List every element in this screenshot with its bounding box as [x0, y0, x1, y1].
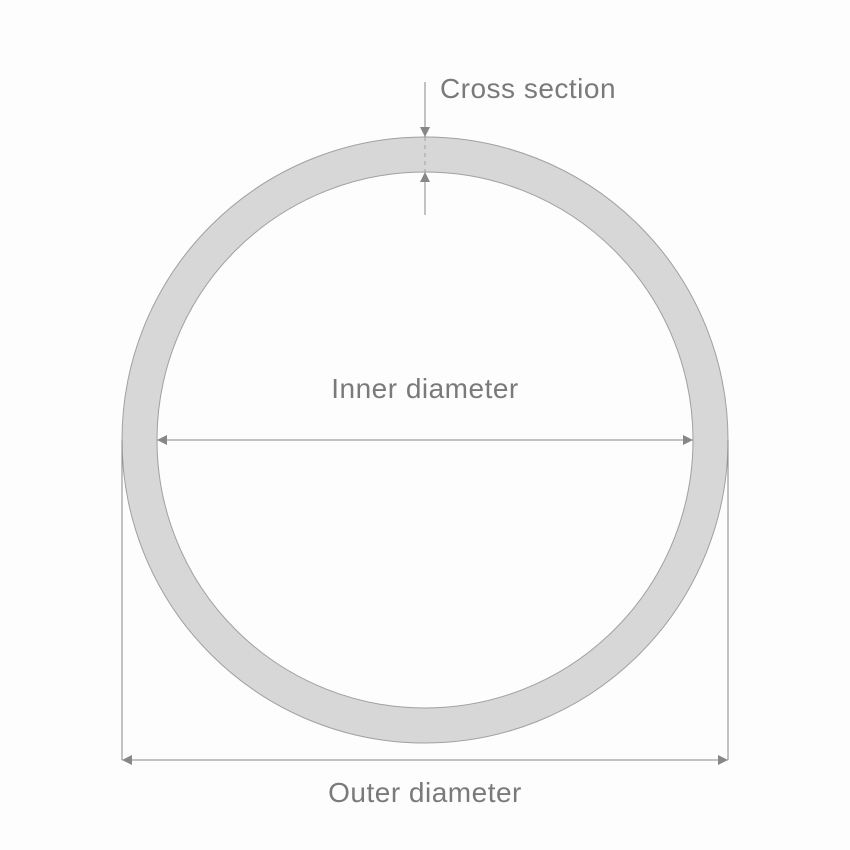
outer-diameter-label: Outer diameter: [328, 777, 522, 808]
cross-section-label: Cross section: [440, 73, 616, 104]
inner-diameter-label: Inner diameter: [331, 373, 519, 404]
